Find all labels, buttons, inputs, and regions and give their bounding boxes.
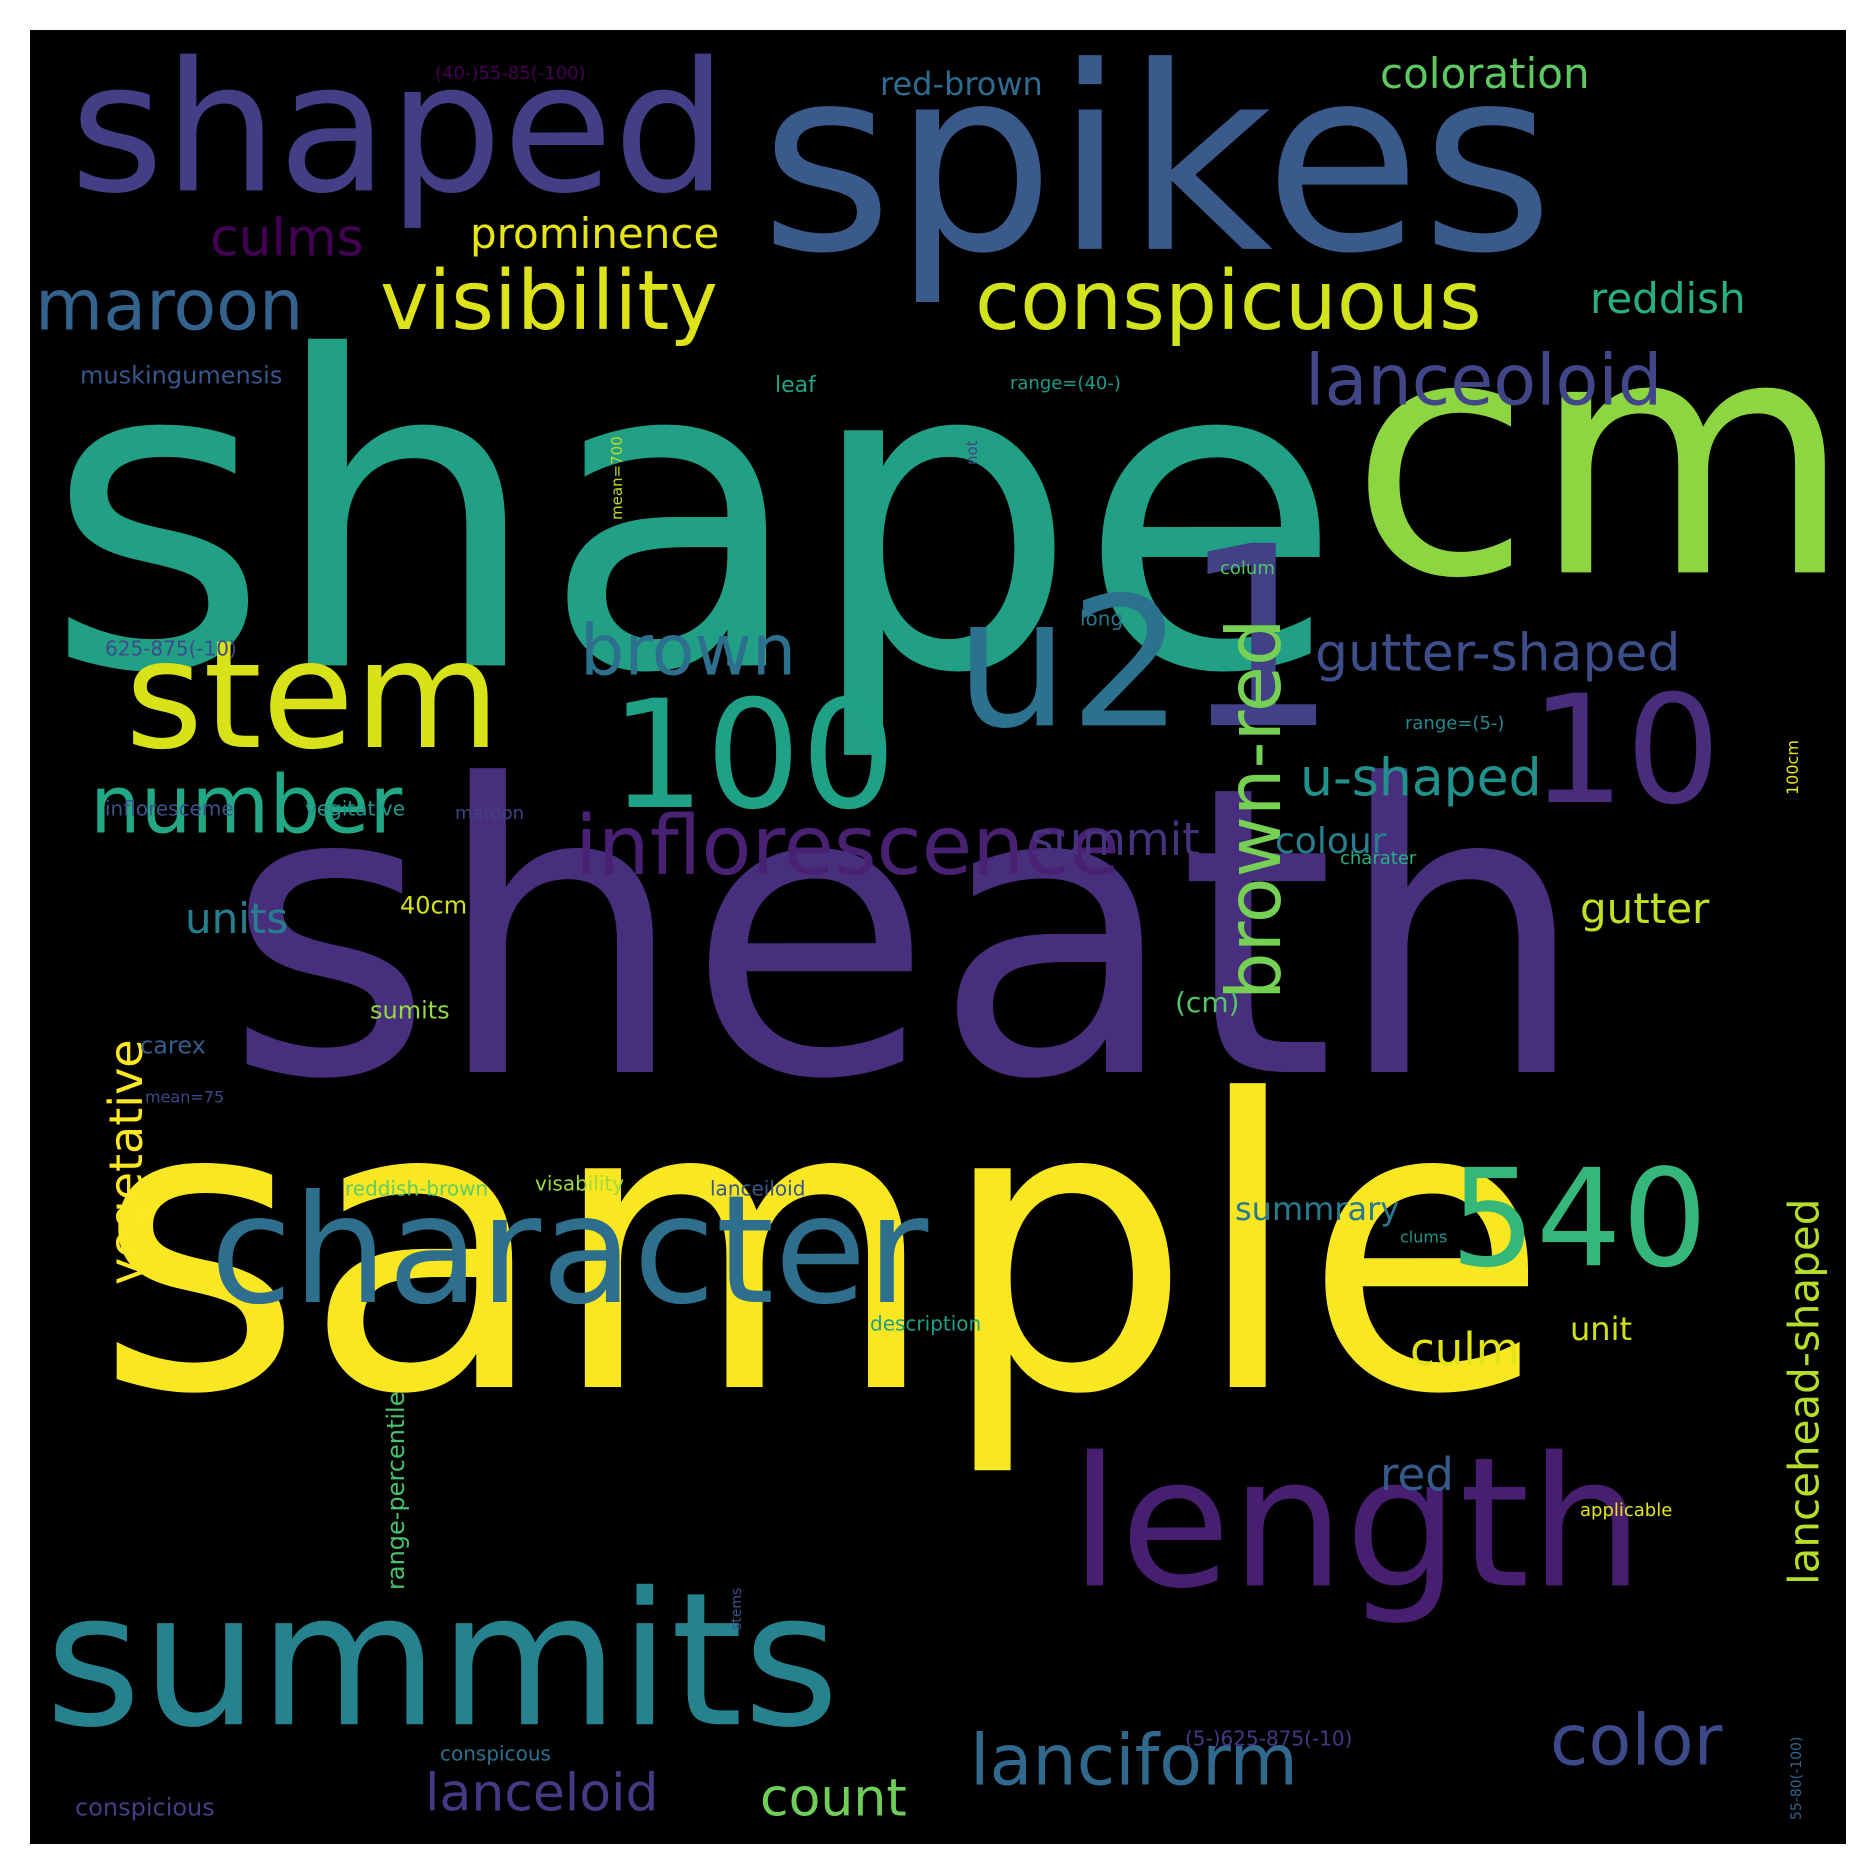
word-71: stems	[729, 1588, 745, 1630]
word-55: colum	[1220, 558, 1275, 579]
word-72: conspicous	[440, 1742, 551, 1766]
word-63: charater	[1340, 848, 1417, 869]
word-11: character	[210, 1164, 929, 1338]
word-74: 55-80(-100)	[1789, 1737, 1805, 1820]
word-21: brown	[580, 610, 796, 692]
word-5: shaped	[70, 30, 727, 233]
word-4: cm	[1350, 266, 1846, 650]
word-9: summits	[45, 1552, 839, 1768]
word-2: sample	[95, 1017, 1549, 1482]
word-66: visability	[535, 1172, 624, 1196]
word-41: summrary	[1235, 1190, 1399, 1228]
word-49: muskingumensis	[80, 362, 282, 390]
word-18: brown-red	[1210, 618, 1298, 1000]
word-53: mean=700	[608, 436, 626, 520]
word-61: vegitative	[305, 797, 405, 821]
word-65: reddish-brown	[345, 1177, 488, 1201]
word-39: colour	[1275, 821, 1387, 862]
word-10: length	[1070, 1419, 1644, 1628]
word-20: lanceoloid	[1305, 340, 1662, 422]
word-58: range=(5-)	[1405, 713, 1504, 734]
word-73: (5-)625-875(-10)	[1185, 1727, 1352, 1751]
word-56: long	[1080, 607, 1123, 631]
word-38: units	[185, 894, 288, 943]
word-cloud: shape sheath sample spikes cm shaped 1 u2 10 summ…	[30, 30, 1846, 1844]
word-52: (40-)55-85(-100)	[435, 63, 586, 84]
word-34: lancehead-shaped	[1780, 1199, 1829, 1585]
word-23: lanciform	[970, 1720, 1298, 1802]
word-19: number	[90, 758, 402, 851]
word-17: conspicuous	[975, 254, 1482, 349]
word-30: prominence	[470, 209, 719, 258]
word-13: 100	[610, 669, 896, 843]
word-25: gutter-shaped	[1315, 624, 1680, 684]
word-75: conspicious	[75, 1794, 215, 1822]
word-69: clums	[1400, 1227, 1447, 1246]
word-67: lanceiloid	[710, 1177, 805, 1201]
word-46: carex	[140, 1032, 206, 1060]
word-26: u-shaped	[1300, 749, 1542, 809]
word-14: 540	[1450, 1140, 1708, 1297]
word-40: red	[1380, 1448, 1454, 1501]
word-44: 40cm	[400, 892, 467, 920]
word-22: maroon	[35, 265, 303, 347]
word-68: description	[870, 1312, 981, 1336]
word-64: mean=75	[145, 1087, 224, 1106]
word-1: sheath	[225, 702, 1588, 1167]
word-15: inflorescence	[575, 799, 1120, 894]
word-31: coloration	[1380, 49, 1590, 98]
word-50: leaf	[775, 373, 817, 398]
word-12: stem	[125, 609, 500, 783]
word-35: summit	[1030, 813, 1200, 866]
word-42: unit	[1570, 1310, 1632, 1348]
word-47: sumits	[370, 997, 450, 1025]
word-51: range=(40-)	[1010, 373, 1121, 394]
word-6: 1	[1180, 493, 1339, 784]
word-28: count	[760, 1769, 907, 1829]
word-16: visibility	[380, 254, 718, 349]
word-54: not	[963, 440, 981, 465]
word-45: (cm)	[1175, 986, 1240, 1019]
word-48: range-percentile	[382, 1392, 410, 1590]
word-59: 100cm	[1783, 740, 1802, 795]
word-37: culm	[1410, 1323, 1520, 1376]
word-62: maroon	[455, 803, 524, 824]
word-70: applicable	[1580, 1500, 1672, 1521]
word-33: vegetative	[99, 1039, 153, 1285]
word-32: reddish	[1590, 274, 1746, 323]
word-27: lanceloid	[425, 1764, 659, 1824]
word-29: culms	[210, 209, 364, 269]
word-57: 625-875(-10)	[105, 637, 237, 661]
word-3: spikes	[760, 30, 1554, 310]
word-43: red-brown	[880, 65, 1043, 103]
word-24: color	[1550, 1700, 1723, 1782]
word-8: 10	[1530, 664, 1721, 838]
word-0: shape	[45, 267, 1343, 767]
word-7: u2	[955, 559, 1184, 768]
word-60: infloresceme	[105, 797, 234, 821]
word-36: gutter	[1580, 884, 1710, 933]
